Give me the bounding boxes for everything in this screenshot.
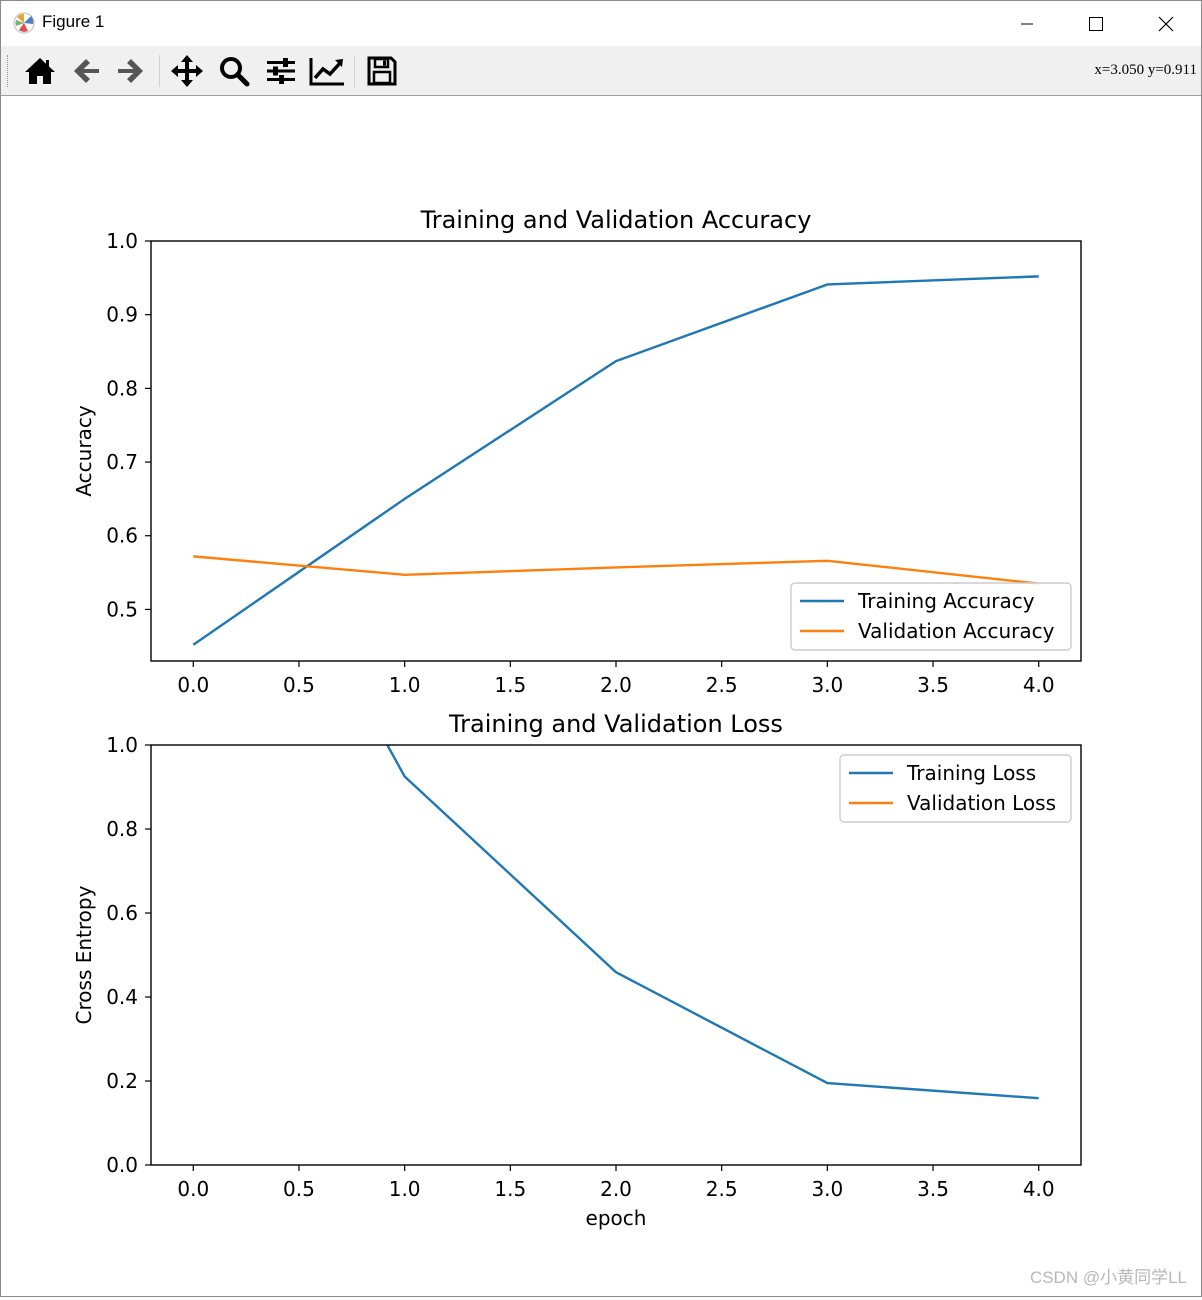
y-tick-label: 0.9 [106, 303, 138, 327]
x-tick-label: 3.0 [811, 1177, 843, 1201]
x-tick-label: 0.0 [177, 1177, 209, 1201]
legend-label: Validation Loss [907, 791, 1056, 815]
x-tick-label: 1.0 [389, 673, 421, 697]
figure-canvas[interactable]: 0.0 0.5 1.0 1.5 2.0 2.5 3.0 3.5 4.0 0.5 0.6 0.7 0.8 0… [1, 96, 1201, 1296]
y-tick-label: 1.0 [106, 733, 138, 757]
x-tick-label: 0.0 [177, 673, 209, 697]
chart-title: Training and Validation Loss [448, 710, 783, 738]
y-axis-label: Cross Entropy [72, 885, 96, 1024]
save-button[interactable] [364, 54, 400, 88]
y-tick-label: 0.8 [106, 376, 138, 400]
navigation-toolbar: x=3.050 y=0.911 [1, 46, 1201, 96]
x-tick-label: 1.0 [389, 1177, 421, 1201]
legend: Training Loss Validation Loss [839, 754, 1072, 823]
zoom-button[interactable] [216, 54, 252, 88]
home-icon [25, 58, 55, 84]
legend-label: Training Loss [906, 761, 1036, 785]
x-tick-label: 2.0 [600, 673, 632, 697]
forward-button[interactable] [113, 54, 149, 88]
line-chart-icon [309, 58, 344, 86]
matplotlib-logo-icon [13, 12, 35, 34]
legend-label: Training Accuracy [857, 589, 1035, 613]
legend-box [839, 754, 1072, 823]
x-tick-label: 2.5 [706, 1177, 738, 1201]
arrow-left-icon [74, 59, 99, 83]
y-tick-label: 0.8 [106, 817, 138, 841]
maximize-icon [1089, 16, 1103, 31]
toolbar-grip [7, 55, 9, 87]
x-tick-label: 0.5 [283, 1177, 315, 1201]
window-title: Figure 1 [42, 12, 105, 31]
figure-svg: 0.0 0.5 1.0 1.5 2.0 2.5 3.0 3.5 4.00.50.60.70.80… [72, 206, 1082, 1230]
y-tick-label: 0.7 [106, 450, 138, 474]
y-axis-label: Accuracy [72, 405, 96, 496]
move-icon [171, 55, 203, 87]
subplot-2: 0.0 0.5 1.0 1.5 2.0 2.5 3.0 3.5 4.0 0.0 0.2 0.4 0.6 0… [72, 710, 1082, 1230]
y-tick-label: 0.0 [106, 1153, 138, 1177]
sliders-icon [267, 58, 295, 84]
y-tick-label: 0.6 [106, 524, 138, 548]
x-tick-label: 3.5 [917, 673, 949, 697]
minimize-icon [1021, 23, 1033, 24]
axes-button[interactable] [309, 54, 345, 88]
maximize-button[interactable] [1073, 1, 1119, 46]
y-tick-label: 1.0 [106, 229, 138, 253]
close-button[interactable] [1143, 1, 1189, 46]
series-line-training-loss [385, 745, 1039, 1100]
title-bar: Figure 1 [1, 1, 1201, 46]
y-tick-label: 0.4 [106, 985, 138, 1009]
legend-label: Validation Accuracy [858, 619, 1055, 643]
toolbar-separator [159, 55, 160, 87]
x-tick-label: 1.5 [494, 1177, 526, 1201]
x-tick-label: 4.0 [1023, 1177, 1055, 1201]
legend: Training Accuracy Validation Accuracy [790, 582, 1072, 651]
watermark: CSDN @小黄同学LL [1029, 1268, 1187, 1287]
arrow-right-icon [118, 59, 143, 83]
x-tick-label: 2.5 [706, 673, 738, 697]
chart-title: Training and Validation Accuracy [420, 206, 812, 234]
x-tick-label: 1.5 [494, 673, 526, 697]
y-tick-label: 0.6 [106, 901, 138, 925]
home-button[interactable] [22, 54, 58, 88]
cursor-coordinates: x=3.050 y=0.911 [1094, 62, 1197, 78]
x-axis-label: epoch [586, 1206, 647, 1230]
series-line-validation-accuracy [193, 555, 1039, 585]
magnifier-icon [220, 57, 250, 87]
x-tick-label: 4.0 [1023, 673, 1055, 697]
y-tick-label: 0.5 [106, 597, 138, 621]
legend-box [790, 582, 1072, 651]
series-line-training-accuracy [192, 275, 1039, 646]
pan-button[interactable] [169, 54, 205, 88]
close-icon [1158, 16, 1174, 31]
x-tick-label: 0.5 [283, 673, 315, 697]
x-tick-label: 3.0 [811, 673, 843, 697]
back-button[interactable] [68, 54, 104, 88]
x-tick-label: 2.0 [600, 1177, 632, 1201]
subplots-button[interactable] [263, 54, 299, 88]
subplot-1: 0.0 0.5 1.0 1.5 2.0 2.5 3.0 3.5 4.0 0.5 0.6 0.7 0.8 0… [72, 206, 1082, 697]
floppy-icon [367, 56, 397, 86]
toolbar-separator [354, 55, 355, 87]
x-tick-label: 3.5 [917, 1177, 949, 1201]
y-tick-label: 0.2 [106, 1069, 138, 1093]
minimize-button[interactable] [1004, 1, 1050, 46]
